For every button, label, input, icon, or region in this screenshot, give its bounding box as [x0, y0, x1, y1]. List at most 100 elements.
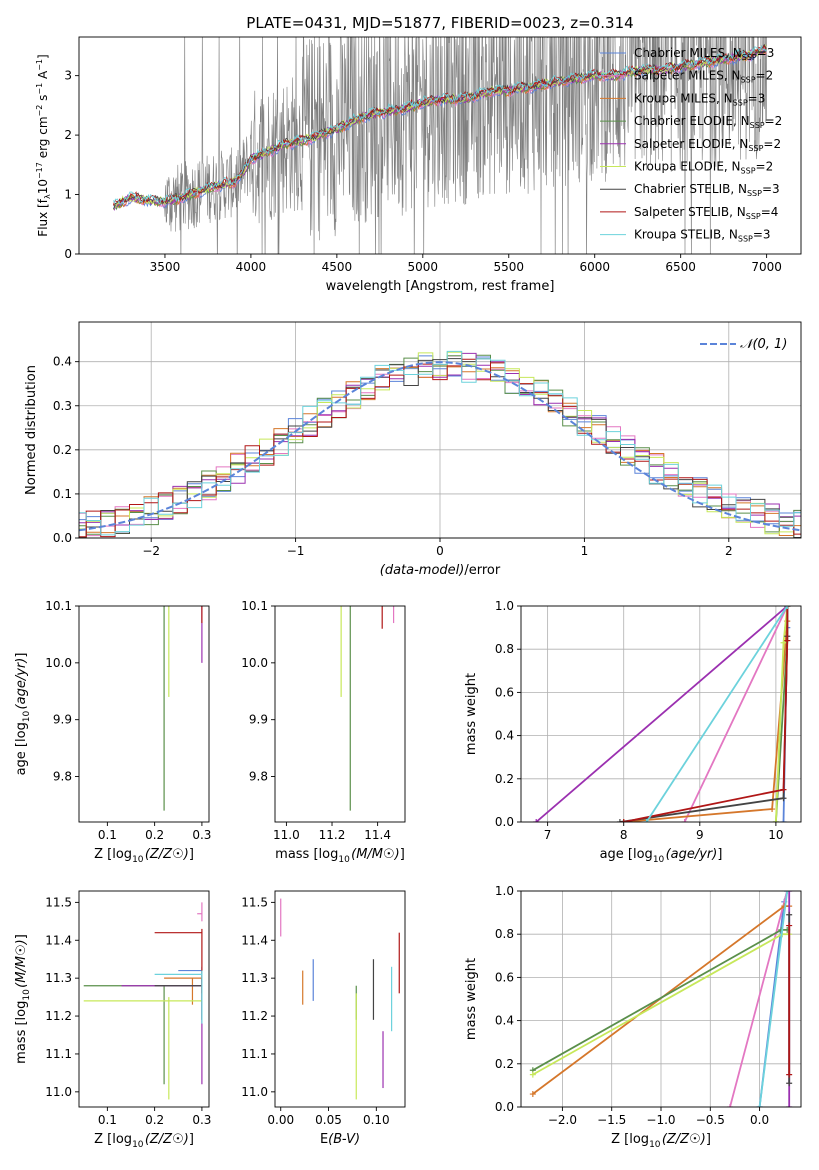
- y-tick-label: 9.9: [249, 713, 268, 727]
- legend-label: Chabrier ELODIE, NSSP=2: [634, 114, 782, 130]
- x-tick-label: 0.2: [145, 1113, 164, 1127]
- plot-area-cumulative-mass-vs-age: [533, 606, 791, 822]
- point-marker: [533, 819, 540, 822]
- point-marker: [784, 891, 791, 894]
- y-tick-label: 0.8: [495, 642, 514, 656]
- x-tick-label: 0.00: [267, 1113, 294, 1127]
- figure-title: PLATE=0431, MJD=51877, FIBERID=0023, z=0…: [246, 14, 633, 32]
- x-tick-label: 3500: [150, 260, 181, 274]
- legend-label: Kroupa STELIB, NSSP=3: [634, 228, 771, 244]
- cumulative-line-salpeter-miles: [729, 891, 789, 1107]
- y-tick-label: 0.2: [495, 772, 514, 786]
- x-tick-label: −0.5: [696, 1113, 725, 1127]
- point-marker: [681, 819, 688, 822]
- y-tick-label: 11.3: [45, 971, 72, 985]
- point-marker: [756, 1104, 763, 1107]
- point-marker: [620, 819, 627, 822]
- x-axis-label: Z [log10 (Z/Z☉)]: [611, 1132, 711, 1150]
- x-tick-label: 5500: [493, 260, 524, 274]
- x-axis-label: Z [log10 (Z/Z☉)]: [94, 847, 194, 865]
- point-marker: [769, 806, 776, 813]
- cumulative-line-kroupa-miles: [623, 606, 789, 822]
- y-tick-label: 0.4: [495, 1014, 514, 1028]
- y-tick-label: 0.4: [495, 729, 514, 743]
- y-tick-label: 11.1: [45, 1047, 72, 1061]
- axes-residuals: −2 −1 0 1 2 0.0 0.1 0.2 0.3 0.4 (data-model)/error…: [24, 321, 802, 578]
- y-axis-label: Flux [fλ10−17 erg cm−2 s−1 A−1]: [35, 54, 52, 236]
- y-tick-label: 0.2: [53, 443, 72, 457]
- point-marker: [529, 1091, 536, 1098]
- legend-label: 𝒩(0, 1): [740, 337, 787, 352]
- point-marker: [780, 786, 787, 793]
- y-tick-label: 0: [64, 247, 72, 261]
- x-axis-label: age [log10 (age/yr)]: [600, 847, 723, 865]
- x-tick-label: 6000: [579, 260, 610, 274]
- x-tick-label: 0.3: [192, 1113, 211, 1127]
- axes-frame: [520, 605, 802, 823]
- y-tick-label: 0.6: [495, 970, 514, 984]
- y-tick-label: 11.5: [241, 895, 268, 909]
- model-spectrum-kroupa-stelib: [113, 44, 767, 205]
- y-tick-label: 11.1: [241, 1047, 268, 1061]
- y-tick-label: 11.4: [241, 933, 268, 947]
- x-tick-label: −1: [287, 544, 305, 558]
- plot-area-age-vs-Z: [163, 606, 203, 811]
- y-tick-label: 11.2: [241, 1009, 268, 1023]
- legend-label: Kroupa MILES, NSSP=3: [634, 91, 765, 107]
- y-axis-label: Normed distribution: [24, 365, 39, 495]
- point-marker: [786, 1071, 793, 1078]
- residual-histogram-chabrier-miles: [79, 355, 801, 534]
- y-tick-label: 3: [64, 69, 72, 83]
- x-tick-label: 5000: [408, 260, 439, 274]
- point-marker: [727, 1104, 734, 1107]
- observed-spectrum: [113, 37, 767, 254]
- x-tick-label: 0: [436, 544, 444, 558]
- point-marker: [780, 639, 787, 646]
- axes-mass-vs-Z: 0.1 0.2 0.3 11.0 11.1 11.2 11.3 11.4 11.5 Z [log1…: [14, 890, 211, 1150]
- residual-histogram-chabrier-elodie: [79, 354, 801, 535]
- y-tick-label: 0.0: [495, 1100, 514, 1114]
- x-tick-label: 4000: [236, 260, 267, 274]
- y-tick-label: 11.2: [45, 1009, 72, 1023]
- cumulative-line-salpeter-stelib: [623, 606, 789, 822]
- axes-frame: [274, 605, 406, 823]
- x-tick-label: 11.0: [273, 828, 300, 842]
- y-tick-label: 10.1: [45, 599, 72, 613]
- y-tick-label: 11.5: [45, 895, 72, 909]
- y-tick-label: 0.3: [53, 399, 72, 413]
- point-marker: [772, 819, 779, 822]
- cumulative-line-salpeter-elodie: [535, 606, 788, 822]
- x-tick-label: 10: [768, 828, 783, 842]
- x-tick-label: 7: [544, 828, 552, 842]
- y-axis-label: age [log10 (age/yr)]: [14, 653, 32, 776]
- x-tick-label: −2: [142, 544, 160, 558]
- x-tick-label: 6500: [665, 260, 696, 274]
- y-axis-label: mass weight: [464, 958, 479, 1040]
- point-marker: [786, 1104, 793, 1107]
- legend-label: Chabrier MILES, NSSP=3: [634, 46, 774, 62]
- x-tick-label: 0.2: [145, 828, 164, 842]
- x-tick-label: 11.4: [364, 828, 391, 842]
- residual-histogram-salpeter-stelib: [79, 358, 801, 538]
- legend-label: Kroupa ELODIE, NSSP=2: [634, 160, 773, 176]
- point-marker: [529, 1071, 536, 1078]
- y-tick-label: 0.4: [53, 355, 72, 369]
- x-tick-label: 2: [725, 544, 733, 558]
- y-tick-label: 0.6: [495, 685, 514, 699]
- point-marker: [786, 891, 793, 894]
- y-tick-label: 10.1: [241, 599, 268, 613]
- x-tick-label: −1.0: [646, 1113, 675, 1127]
- y-axis-label: mass [log10 (M/M☉)]: [14, 934, 32, 1064]
- point-marker: [786, 1080, 793, 1087]
- axes-spectrum: 3500 4000 4500 5000 5500 6000 6500 7000 0 1 2 3 wave…: [35, 36, 802, 294]
- point-marker: [784, 637, 791, 644]
- axes-mass-vs-ebv: 0.00 0.05 0.10 11.0 11.1 11.2 11.3 11.4 11.5 E(B-…: [241, 890, 406, 1147]
- plot-area-age-vs-mass: [340, 606, 395, 811]
- x-axis-label: Z [log10 (Z/Z☉)]: [94, 1132, 194, 1150]
- legend-label: Salpeter STELIB, NSSP=4: [634, 205, 778, 221]
- point-marker: [780, 819, 787, 822]
- y-tick-label: 10.0: [45, 656, 72, 670]
- y-tick-label: 1: [64, 188, 72, 202]
- x-axis-label: mass [log10 (M/M☉)]: [275, 847, 405, 865]
- x-tick-label: 0.0: [750, 1113, 769, 1127]
